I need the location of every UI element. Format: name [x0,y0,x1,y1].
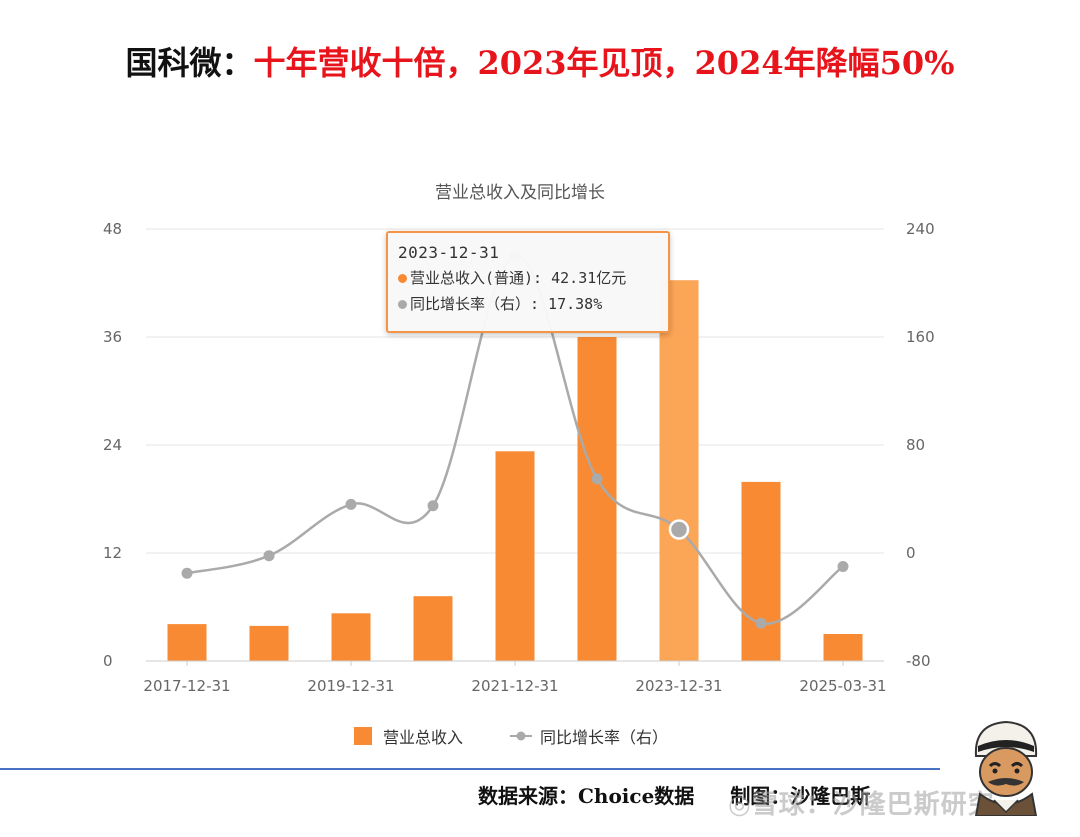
growth-point [755,617,767,629]
headline-prefix: 国科微： [125,44,254,82]
x-tick-label: 2017-12-31 [143,677,230,695]
growth-point [591,473,603,485]
tooltip-growth-row: 同比增长率（右）: 17.38% [398,293,658,314]
tooltip-revenue-text: 营业总收入(普通): 42.31亿元 [410,269,627,287]
y-left-tick-label: 24 [103,436,122,454]
tooltip-date: 2023-12-31 [398,243,500,262]
data-source: 数据来源：Choice数据 [478,784,695,808]
growth-point [427,500,439,512]
bar [659,280,699,661]
footer-credits: 数据来源：Choice数据 制图：沙隆巴斯 [478,780,870,809]
growth-point-highlight [668,519,690,540]
legend-bar-label: 营业总收入 [383,728,463,747]
x-tick-label: 2025-03-31 [799,677,886,695]
bar [331,613,371,661]
y-axis-left: 48 36 24 12 0 [103,220,122,670]
x-tick-label: 2019-12-31 [307,677,394,695]
tooltip-growth-dot [398,300,407,309]
bar [823,634,863,661]
y-left-tick-label: 36 [103,328,122,346]
growth-point [837,561,849,572]
watermark: ◎雪球：沙隆巴斯研究 [728,790,995,820]
y-right-tick-label: -80 [906,652,931,670]
chart-author: 制图：沙隆巴斯 [730,784,871,808]
growth-point [263,550,275,562]
bar-series [167,280,863,661]
legend: 营业总收入 同比增长率（右） [354,727,668,747]
y-left-tick-label: 48 [103,220,122,238]
y-right-tick-label: 160 [906,328,935,346]
tooltip-revenue-dot [398,274,407,283]
bar [741,481,781,661]
footer-divider [0,768,940,770]
growth-point [181,567,193,579]
growth-point [345,498,357,510]
x-tick-label: 2023-12-31 [635,677,722,695]
y-right-tick-label: 80 [906,436,925,454]
bar [495,451,535,661]
y-right-tick-label: 240 [906,220,935,238]
bar [167,624,207,661]
bar [249,625,289,661]
legend-line-marker [516,731,526,741]
headline: 国科微：十年营收十倍，2023年见顶，2024年降幅50% [0,38,1080,84]
chart-tooltip: 2023-12-31 营业总收入(普通): 42.31亿元 同比增长率（右）: … [386,231,670,333]
y-left-tick-label: 0 [103,652,113,670]
y-left-tick-label: 12 [103,544,122,562]
bar [577,337,617,661]
headline-main: 十年营收十倍，2023年见顶，2024年降幅50% [253,44,955,82]
y-axis-right: 240 160 80 0 -80 [906,220,935,670]
tooltip-revenue-row: 营业总收入(普通): 42.31亿元 [398,267,658,288]
legend-bar-swatch [354,727,372,745]
bar [413,596,453,661]
chart-title: 营业总收入及同比增长 [435,183,605,203]
legend-line-label: 同比增长率（右） [540,728,668,747]
tooltip-growth-text: 同比增长率（右）: 17.38% [410,295,603,313]
y-right-tick-label: 0 [906,544,916,562]
x-axis: 2017-12-31 2019-12-31 2021-12-31 2023-12-31… [143,660,887,695]
x-tick-label: 2021-12-31 [471,677,558,695]
avatar-icon [974,720,1038,816]
